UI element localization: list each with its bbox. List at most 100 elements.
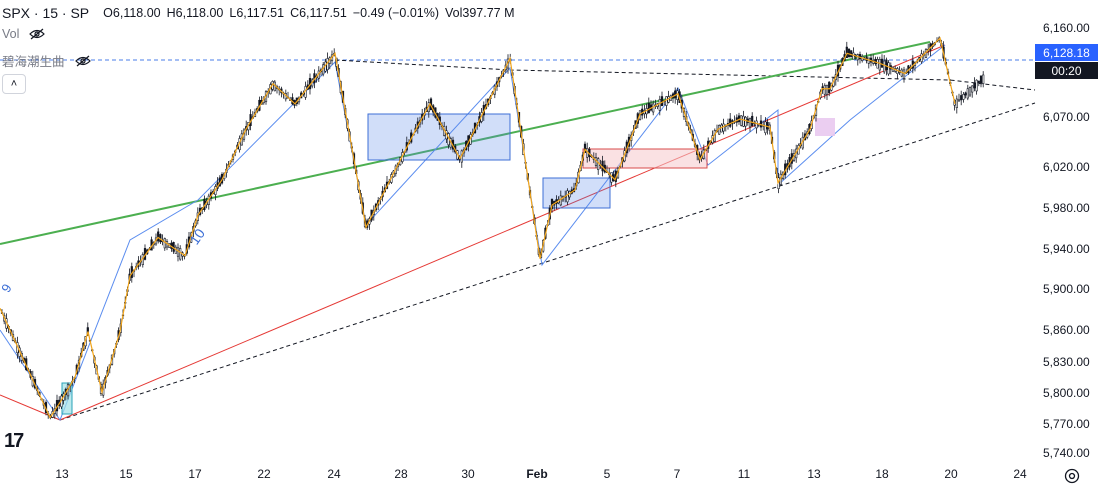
candle-body [887,62,890,75]
price-tick-label: 6,070.00 [1043,110,1090,124]
candle-body [660,96,664,107]
vol-indicator-label: Vol [2,27,20,41]
close-value: 6,117.51 [299,6,347,20]
open-value: 6,118.00 [112,6,161,20]
candle-body [742,115,745,127]
custom-indicator-label: 碧海潮生曲 [2,55,65,69]
symbol-title[interactable]: SPX · 15 · SP [2,5,90,21]
open-label: O [103,6,113,20]
candle-body [982,74,985,84]
candle-body [559,195,562,206]
candle-body [964,92,967,96]
candle-body [748,118,752,128]
candle-body [955,98,958,108]
candle-body [172,242,175,252]
candle-body [566,190,569,203]
settings-gear-icon[interactable] [1064,468,1080,484]
candle-body [977,80,980,84]
eye-hidden-icon[interactable] [29,28,46,40]
candle-body [755,120,758,129]
candle-body [157,231,160,242]
price-tick-label: 5,940.00 [1043,242,1090,256]
candle-body [828,81,831,93]
chevron-up-icon: ˄ [10,78,18,90]
green-trendline[interactable] [0,41,931,245]
price-tick-label: 5,830.00 [1043,355,1090,369]
candle-body [971,85,974,93]
candle-body [975,79,978,92]
candle-body [163,238,166,249]
last-price-tag: 6,128.18 [1035,44,1098,61]
candle-body [647,103,650,114]
price-axis[interactable]: 6,160.006,110.006,070.006,020.005,980.00… [1043,21,1090,460]
time-axis[interactable]: 13 15 17 22 24 28 30 Feb 5 7 11 13 18 20 24 [55,467,1027,481]
time-tick-label: 24 [1013,467,1027,481]
time-tick-label: 17 [188,467,202,481]
candle-body [885,59,888,70]
candle-body [825,84,829,95]
candle-body [729,118,732,127]
candle-body [878,59,881,71]
time-tick-label: 24 [327,467,341,481]
candle-body [960,95,963,101]
high-label: H [166,6,176,20]
close-label: C [290,6,300,20]
eye-hidden-icon[interactable] [74,55,91,67]
candle-body [740,115,743,126]
candle-body [583,143,587,153]
candle-body [883,60,886,73]
candle-body [845,46,848,59]
time-tick-label: 30 [461,467,475,481]
price-tick-label: 5,900.00 [1043,282,1090,296]
orange-zigzag-line [0,36,956,419]
custom-indicator-row[interactable]: 碧海潮生曲 [2,51,91,70]
upper-channel-dashed[interactable] [334,59,1036,91]
price-tick-label: 5,740.00 [1043,446,1090,460]
time-tick-label: 15 [119,467,133,481]
price-tick-label: 5,770.00 [1043,417,1090,431]
time-tick-label: 28 [394,467,408,481]
collapse-legend-button[interactable]: ˄ [2,74,26,94]
time-tick-label: 20 [944,467,958,481]
candle-body [766,121,769,130]
candle-body [957,99,961,102]
candle-body [973,82,976,89]
candle-body [179,248,182,260]
candle-body [658,99,661,111]
candle-body [652,103,655,113]
high-value: 6,118.00 [175,6,224,20]
low-label: L [229,6,237,20]
low-value: 6,117.51 [236,6,285,20]
time-tick-label: 13 [807,467,821,481]
candle-body [880,58,884,68]
volume-label: Vol [445,6,463,20]
volume-value: 397.77 M [462,6,515,20]
candle-body [902,69,906,79]
red-trendline-rising[interactable] [59,44,946,421]
candle-body [847,48,851,58]
candle-body [966,88,969,99]
candle-body [968,87,972,96]
time-tick-label: 7 [674,467,681,481]
lower-channel-dashed[interactable] [59,102,1036,421]
drawing-layer [0,41,1036,422]
candle-body [86,327,89,336]
time-tick-label: 22 [257,467,271,481]
time-tick-label: 18 [875,467,889,481]
purple-zone[interactable] [815,118,835,136]
candle-body [665,96,668,106]
candle-body [744,116,747,127]
price-tick-label: 5,860.00 [1043,323,1090,337]
vol-indicator-row[interactable]: Vol [2,27,46,41]
price-tick-label: 5,980.00 [1043,201,1090,215]
wave-label-9: 9 [0,281,15,295]
price-tick-label: 5,800.00 [1043,386,1090,400]
ohlc-legend: SPX · 15 · SP O 6,118.00 H 6,118.00 L 6,… [2,4,515,22]
time-tick-label: 13 [55,467,69,481]
candle-body [962,94,965,100]
tradingview-logo[interactable]: 17 [4,430,24,452]
time-tick-label: 5 [604,467,611,481]
blue-wave-line[interactable] [0,44,946,422]
candle-body [718,125,721,135]
